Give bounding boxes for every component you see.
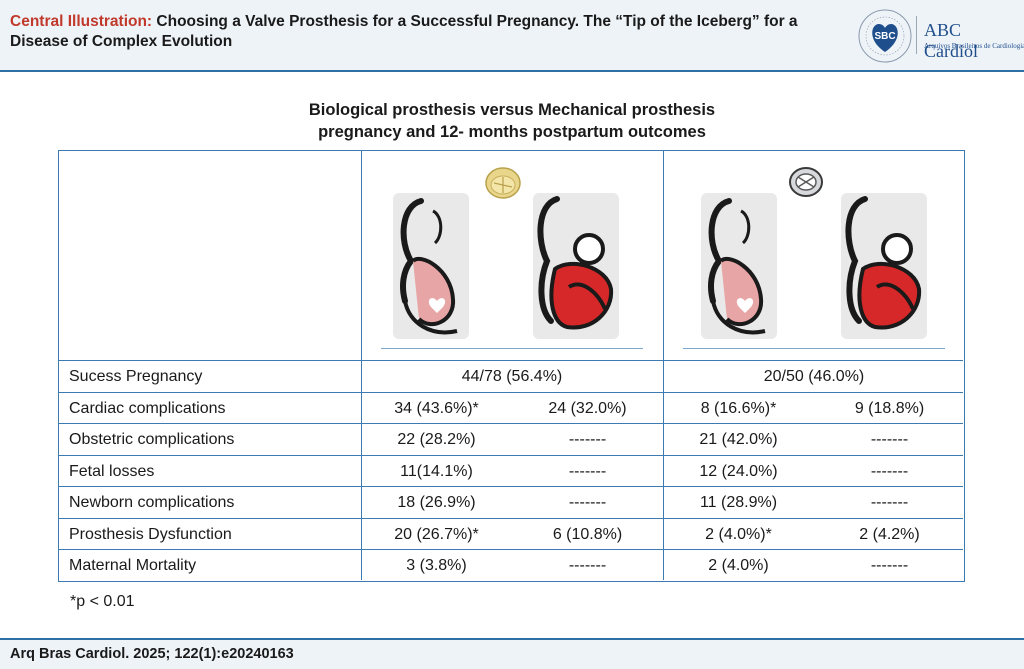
row-divider	[59, 392, 963, 393]
logo-divider	[916, 16, 917, 54]
row-divider	[59, 423, 963, 424]
bio-postpartum-value: -------	[568, 463, 607, 480]
figure-title-line2: pregnancy and 12- months postpartum outc…	[318, 123, 706, 141]
mech-success-value: 20/50 (46.0%)	[763, 368, 865, 385]
bio-pregnancy-value: 20 (26.7%)*	[394, 526, 479, 543]
row-label: Sucess Pregnancy	[69, 368, 203, 385]
sbc-text: SBC	[874, 31, 895, 42]
logo-area: SBC ABC Cardiol Arquivos Brasileiros de …	[857, 8, 1024, 64]
row-divider	[59, 518, 963, 519]
mech-pregnancy-value: 11 (28.9%)	[699, 494, 778, 511]
bio-postpartum-value: -------	[568, 494, 607, 511]
biological-valve-icon	[485, 167, 521, 199]
row-label: Obstetric complications	[69, 431, 235, 448]
illustration-underline	[381, 348, 643, 349]
mech-postpartum-value: 9 (18.8%)	[854, 400, 925, 417]
row-divider	[59, 455, 963, 456]
footnote: *p < 0.01	[70, 593, 135, 610]
header-text: Choosing a Valve Prosthesis for a Succes…	[10, 13, 798, 50]
bio-postpartum-value: -------	[568, 431, 607, 448]
figure-title-line1: Biological prosthesis versus Mechanical …	[308, 101, 716, 119]
mech-postpartum-value: -------	[870, 431, 909, 448]
mother-with-baby-icon	[533, 193, 619, 339]
header-title: Central Illustration: Choosing a Valve P…	[10, 12, 840, 52]
mother-with-baby-icon	[841, 193, 927, 339]
pregnant-woman-icon	[701, 193, 777, 339]
mech-pregnancy-value: 2 (4.0%)	[708, 557, 769, 574]
row-divider	[59, 360, 963, 361]
sbc-seal-icon: SBC	[858, 9, 912, 63]
column-divider	[361, 151, 362, 580]
bio-pregnancy-value: 34 (43.6%)*	[394, 400, 479, 417]
header-label: Central Illustration:	[10, 13, 153, 30]
row-divider	[59, 486, 963, 487]
mech-pregnancy-value: 12 (24.0%)	[699, 463, 778, 480]
mechanical-valve-icon	[789, 167, 823, 197]
mech-pregnancy-value: 8 (16.6%)*	[700, 400, 777, 417]
abc-cardiol-name: ABC Cardiol	[924, 20, 978, 61]
row-label: Newborn complications	[69, 494, 235, 511]
illustration-underline	[683, 348, 945, 349]
bio-pregnancy-value: 18 (26.9%)	[397, 494, 476, 511]
bio-pregnancy-value: 3 (3.8%)	[406, 557, 467, 574]
row-label: Maternal Mortality	[69, 557, 197, 574]
abc-cardiol-subtitle: Arquivos Brasileiros de Cardiologia	[924, 42, 1024, 50]
mech-pregnancy-value: 2 (4.0%)*	[705, 526, 772, 543]
bio-success-value: 44/78 (56.4%)	[461, 368, 563, 385]
mech-postpartum-value: -------	[870, 557, 909, 574]
bio-postpartum-value: -------	[568, 557, 607, 574]
row-label: Fetal losses	[69, 463, 155, 480]
footer-banner: Arq Bras Cardiol. 2025; 122(1):e20240163	[0, 638, 1024, 669]
bio-postpartum-value: 24 (32.0%)	[548, 400, 627, 417]
column-divider	[663, 151, 664, 580]
header-banner: Central Illustration: Choosing a Valve P…	[0, 0, 1024, 72]
mech-postpartum-value: -------	[870, 463, 909, 480]
row-label: Prosthesis Dysfunction	[69, 526, 232, 543]
bio-pregnancy-value: 11(14.1%)	[400, 463, 473, 480]
row-divider	[59, 549, 963, 550]
outcomes-table: Sucess Pregnancy 44/78 (56.4%) 20/50 (46…	[58, 150, 965, 582]
mech-postpartum-value: -------	[870, 494, 909, 511]
row-label: Cardiac complications	[69, 400, 226, 417]
bio-pregnancy-value: 22 (28.2%)	[397, 431, 476, 448]
figure-title: Biological prosthesis versus Mechanical …	[262, 99, 762, 143]
mech-postpartum-value: 2 (4.2%)	[859, 526, 920, 543]
mech-pregnancy-value: 21 (42.0%)	[699, 431, 778, 448]
citation: Arq Bras Cardiol. 2025; 122(1):e20240163	[10, 646, 294, 662]
pregnant-woman-icon	[393, 193, 469, 339]
bio-postpartum-value: 6 (10.8%)	[552, 526, 623, 543]
